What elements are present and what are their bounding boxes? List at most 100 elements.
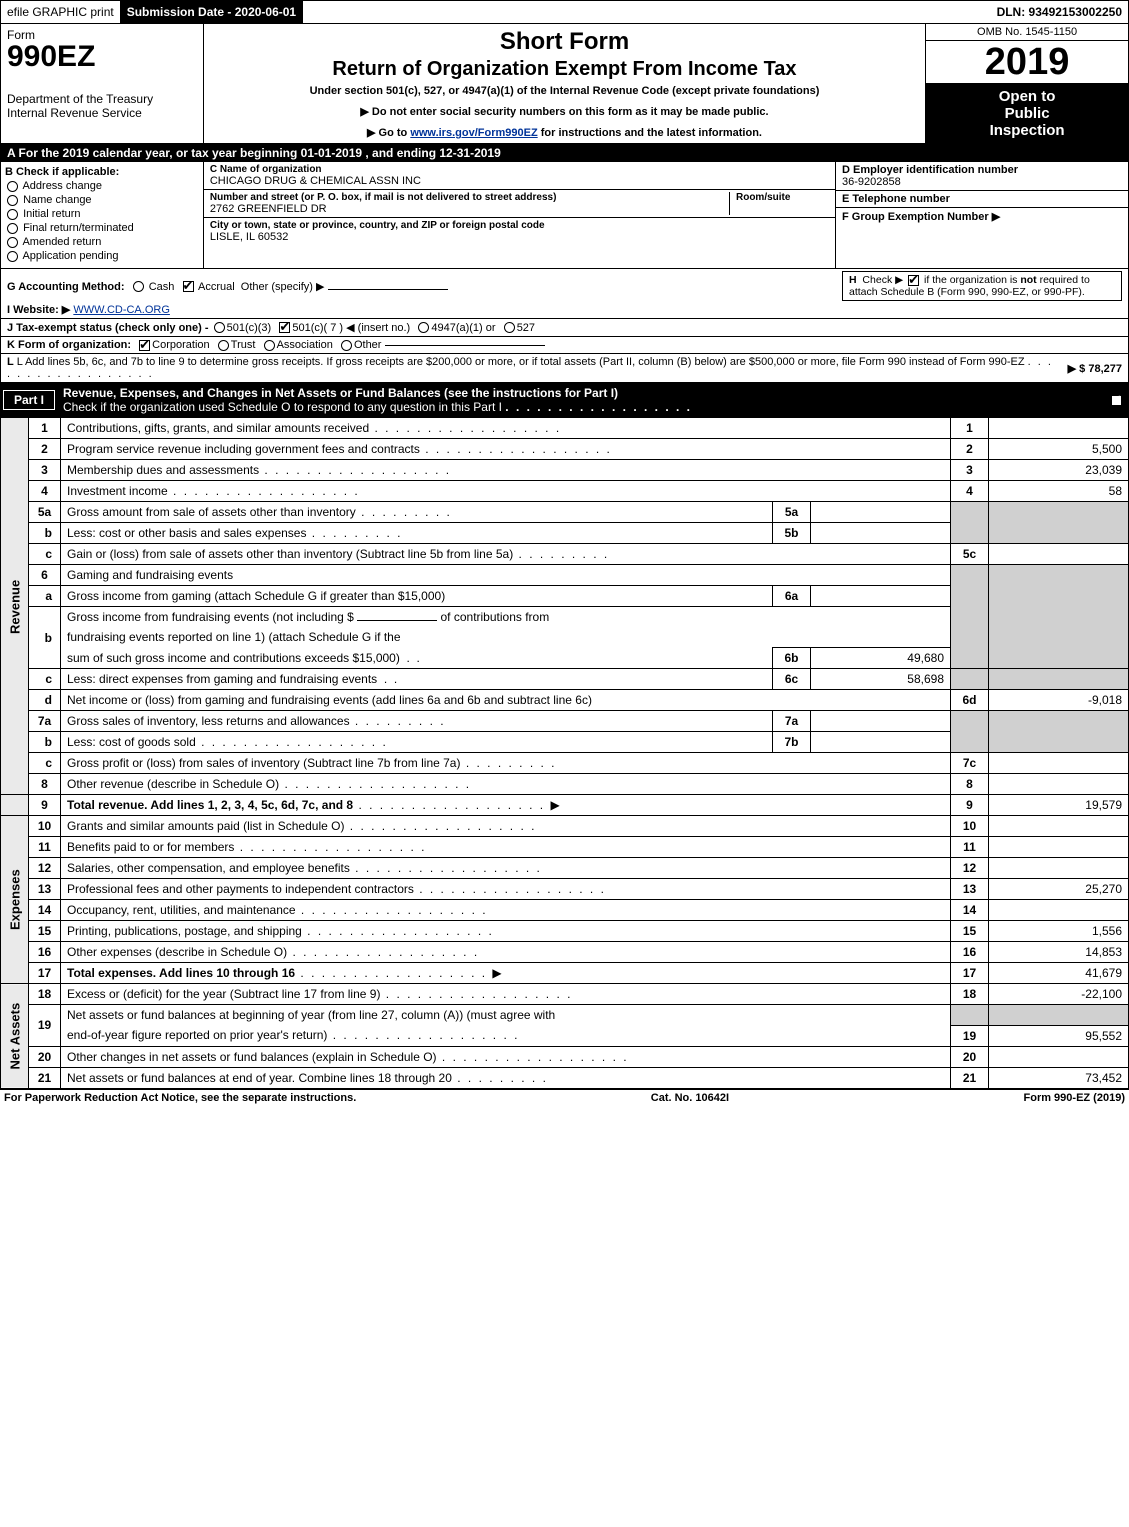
address-change-label: Address change	[22, 180, 102, 192]
j-4947-radio[interactable]	[418, 322, 429, 333]
line-19-desc2: end-of-year figure reported on prior yea…	[67, 1028, 327, 1042]
j-501c-checkbox[interactable]	[279, 322, 290, 333]
line-18-totno: 18	[951, 984, 989, 1005]
line-7b-subval	[811, 732, 951, 753]
line-15-desc: Printing, publications, postage, and shi…	[67, 924, 302, 938]
line-16-no: 16	[29, 942, 61, 963]
address-change-radio[interactable]	[7, 181, 18, 192]
k-other-radio[interactable]	[341, 340, 352, 351]
line-7a-subval	[811, 711, 951, 732]
open-line1: Open to	[926, 88, 1128, 105]
line-5a-desc: Gross amount from sale of assets other t…	[67, 505, 356, 519]
footer-left: For Paperwork Reduction Act Notice, see …	[4, 1092, 356, 1104]
open-to-public: Open to Public Inspection	[926, 84, 1128, 143]
line-6d-desc: Net income or (loss) from gaming and fun…	[61, 690, 951, 711]
line-6d-no: d	[29, 690, 61, 711]
j-label: J Tax-exempt status (check only one) -	[7, 322, 209, 334]
amended-return-radio[interactable]	[7, 237, 18, 248]
accrual-checkbox[interactable]	[183, 281, 194, 292]
line-5b-desc: Less: cost or other basis and sales expe…	[67, 526, 306, 540]
line-21-value: 73,452	[989, 1067, 1129, 1088]
line-3-desc: Membership dues and assessments	[67, 463, 259, 477]
tax-period: A For the 2019 calendar year, or tax yea…	[0, 144, 1129, 162]
cash-radio[interactable]	[133, 281, 144, 292]
name-change-label: Name change	[23, 194, 92, 206]
line-7c-desc: Gross profit or (loss) from sales of inv…	[67, 756, 460, 770]
efile-print-link[interactable]: efile GRAPHIC print	[1, 1, 121, 23]
line-19-totno: 19	[951, 1025, 989, 1046]
j-527-radio[interactable]	[504, 322, 515, 333]
line-13-no: 13	[29, 879, 61, 900]
title-short-form: Short Form	[212, 28, 917, 56]
line-2-value: 5,500	[989, 439, 1129, 460]
line-5b-subval	[811, 523, 951, 544]
name-change-radio[interactable]	[7, 195, 18, 206]
open-line3: Inspection	[926, 122, 1128, 139]
line-5b-no: b	[29, 523, 61, 544]
line-19-value: 95,552	[989, 1025, 1129, 1046]
i-label: I Website: ▶	[7, 303, 70, 316]
shade-5	[951, 502, 989, 544]
header-left: Form 990EZ Department of the Treasury In…	[1, 24, 204, 143]
line-21-no: 21	[29, 1067, 61, 1088]
part1-schedule-o-checkbox[interactable]	[1111, 395, 1122, 406]
line-14-no: 14	[29, 900, 61, 921]
line-6c-no: c	[29, 669, 61, 690]
part1-table: Revenue 1 Contributions, gifts, grants, …	[0, 417, 1129, 1089]
h-checkbox[interactable]	[908, 275, 919, 286]
line-3-no: 3	[29, 460, 61, 481]
goto-post: for instructions and the latest informat…	[541, 127, 762, 139]
cash-label: Cash	[149, 281, 175, 293]
line-10-desc: Grants and similar amounts paid (list in…	[67, 819, 344, 833]
line-6c-subno: 6c	[773, 669, 811, 690]
goto-line: ▶ Go to www.irs.gov/Form990EZ for instru…	[212, 126, 917, 139]
k-assoc-radio[interactable]	[264, 340, 275, 351]
h-schedule-b: H Check ▶ if the organization is not req…	[842, 271, 1122, 301]
app-pending-radio[interactable]	[7, 251, 18, 262]
part1-checktext: Check if the organization used Schedule …	[63, 400, 502, 414]
k-other-label: Other	[354, 339, 382, 351]
line-13-totno: 13	[951, 879, 989, 900]
line-4-totno: 4	[951, 481, 989, 502]
street-label: Number and street (or P. O. box, if mail…	[210, 192, 729, 203]
k-corp-checkbox[interactable]	[139, 340, 150, 351]
j-501c3-radio[interactable]	[214, 322, 225, 333]
line-6c-desc: Less: direct expenses from gaming and fu…	[67, 672, 377, 686]
section-c: C Name of organization CHICAGO DRUG & CH…	[204, 162, 835, 268]
revenue-sidelabel: Revenue	[1, 418, 29, 795]
irs-link[interactable]: www.irs.gov/Form990EZ	[410, 127, 537, 139]
shade-7	[951, 711, 989, 753]
line-7a-no: 7a	[29, 711, 61, 732]
j-501c3-label: 501(c)(3)	[227, 322, 272, 334]
l-amount: ▶ $ 78,277	[1058, 362, 1122, 375]
line-5a-subno: 5a	[773, 502, 811, 523]
part1-pill: Part I	[3, 390, 55, 410]
line-8-no: 8	[29, 774, 61, 795]
line-19-no: 19	[29, 1005, 61, 1047]
website-link[interactable]: WWW.CD-CA.ORG	[73, 304, 170, 316]
line-17-no: 17	[29, 963, 61, 984]
line-21-totno: 21	[951, 1067, 989, 1088]
k-other-input[interactable]	[385, 345, 545, 346]
page-footer: For Paperwork Reduction Act Notice, see …	[0, 1089, 1129, 1106]
line-14-desc: Occupancy, rent, utilities, and maintena…	[67, 903, 296, 917]
line-6a-subno: 6a	[773, 586, 811, 607]
shade-6	[951, 565, 989, 669]
line-6b-contrib-input[interactable]	[357, 620, 437, 621]
initial-return-radio[interactable]	[7, 209, 18, 220]
other-specify-input[interactable]	[328, 289, 448, 290]
line-20-totno: 20	[951, 1046, 989, 1067]
line-1-desc: Contributions, gifts, grants, and simila…	[67, 421, 369, 435]
line-18-value: -22,100	[989, 984, 1129, 1005]
line-20-no: 20	[29, 1046, 61, 1067]
line-11-value	[989, 837, 1129, 858]
ein: 36-9202858	[842, 176, 1122, 188]
line-5c-no: c	[29, 544, 61, 565]
k-trust-radio[interactable]	[218, 340, 229, 351]
line-3-totno: 3	[951, 460, 989, 481]
omb-number: OMB No. 1545-1150	[926, 24, 1128, 41]
line-7c-totno: 7c	[951, 753, 989, 774]
line-6a-no: a	[29, 586, 61, 607]
line-7c-no: c	[29, 753, 61, 774]
final-return-radio[interactable]	[7, 223, 18, 234]
